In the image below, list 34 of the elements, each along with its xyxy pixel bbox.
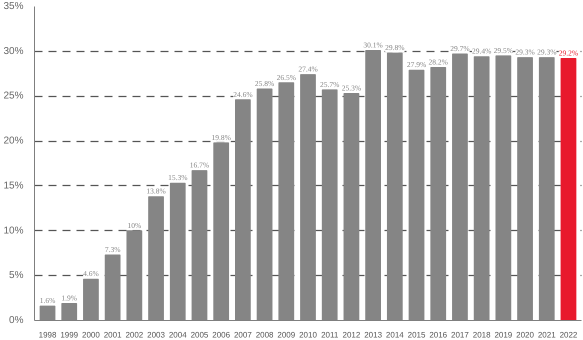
x-tick-label: 2018	[472, 330, 492, 340]
x-tick-label: 2000	[82, 330, 100, 340]
y-tick-label: 30%	[3, 46, 24, 57]
x-tick-label: 2017	[451, 330, 470, 340]
x-tick-label: 2010	[299, 330, 318, 340]
x-tick-label: 2007	[234, 330, 252, 340]
x-tick-label: 2019	[494, 330, 513, 340]
x-tick-label: 2013	[364, 330, 383, 340]
x-tick-label: 2006	[212, 330, 231, 340]
bar	[560, 58, 576, 320]
x-tick-label: 2002	[125, 330, 144, 340]
x-tick-label: 2020	[516, 330, 535, 340]
x-tick-label: 2016	[429, 330, 448, 340]
x-tick-label: 2012	[342, 330, 361, 340]
x-tick-label: 2005	[190, 330, 209, 340]
y-tick-label: 25%	[3, 90, 24, 102]
x-tick-label: 1999	[60, 330, 79, 340]
x-tick-label: 2015	[408, 330, 426, 340]
x-tick-label: 2022	[560, 330, 578, 340]
x-tick-label: 1998	[38, 330, 57, 340]
x-tick-label: 2021	[538, 330, 556, 340]
y-tick-label: 10%	[3, 225, 24, 236]
x-tick-label: 2008	[256, 330, 274, 340]
y-tick-label: 0%	[9, 315, 24, 326]
y-tick-label: 35%	[3, 1, 24, 12]
y-tick-label: 15%	[3, 180, 24, 192]
x-tick-label: 2009	[277, 330, 296, 340]
x-tick-label: 2014	[386, 330, 404, 340]
y-tick-label: 5%	[9, 270, 24, 282]
x-tick-label: 2004	[168, 330, 188, 340]
x-tick-label: 2003	[147, 330, 166, 340]
y-tick-label: 20%	[3, 136, 24, 147]
x-tick-label: 2001	[104, 330, 122, 340]
x-tick-label: 2011	[321, 330, 339, 340]
